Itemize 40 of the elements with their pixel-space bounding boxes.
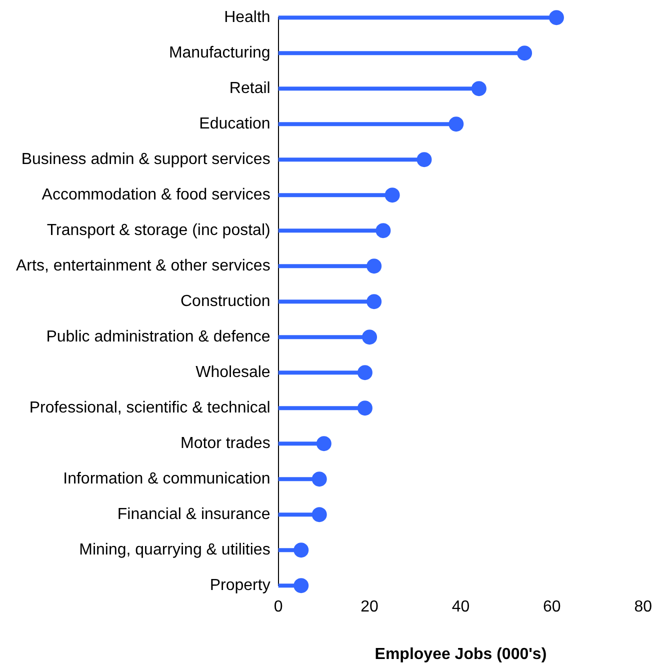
point: [471, 81, 486, 96]
point: [366, 258, 382, 274]
y-tick-label: Arts, entertainment & other services: [16, 258, 270, 275]
y-tick-label: Business admin & support services: [21, 151, 270, 168]
y-tick-label: Mining, quarrying & utilities: [79, 542, 270, 559]
y-tick-label: Education: [199, 116, 270, 133]
point: [357, 400, 372, 416]
point: [312, 507, 327, 522]
y-tick-label: Transport & storage (inc postal): [46, 222, 270, 240]
point: [448, 116, 464, 132]
point: [384, 188, 400, 203]
point: [362, 330, 378, 345]
y-tick-label: Financial & insurance: [117, 506, 270, 524]
point: [548, 10, 564, 26]
point: [312, 472, 327, 487]
y-tick-label: Property: [210, 577, 270, 594]
y-tick-label: Construction: [180, 293, 270, 310]
point: [416, 152, 432, 168]
point: [366, 294, 382, 310]
x-tick-label: 40: [452, 598, 470, 616]
point: [294, 578, 309, 594]
y-tick-label: Retail: [229, 80, 270, 98]
point: [376, 223, 391, 238]
y-tick-label: Professional, scientific & technical: [29, 400, 270, 417]
x-tick-label: 0: [274, 598, 283, 616]
point: [357, 365, 372, 380]
y-tick-label: Health: [224, 9, 270, 26]
x-tick-label: 20: [360, 598, 379, 616]
point: [294, 542, 309, 558]
y-tick-label: Public administration & defence: [46, 328, 270, 346]
point: [517, 46, 532, 61]
y-tick-label: Accommodation & food services: [42, 186, 270, 204]
x-axis-title: Employee Jobs (000's): [374, 646, 547, 663]
y-tick-label: Manufacturing: [168, 44, 270, 62]
x-tick-label: 60: [543, 598, 561, 616]
y-tick-label: Motor trades: [180, 435, 270, 452]
x-tick-label: 80: [634, 598, 652, 616]
y-tick-label: Wholesale: [196, 364, 270, 382]
y-tick-label: Information & communication: [63, 470, 270, 488]
point: [316, 436, 332, 452]
